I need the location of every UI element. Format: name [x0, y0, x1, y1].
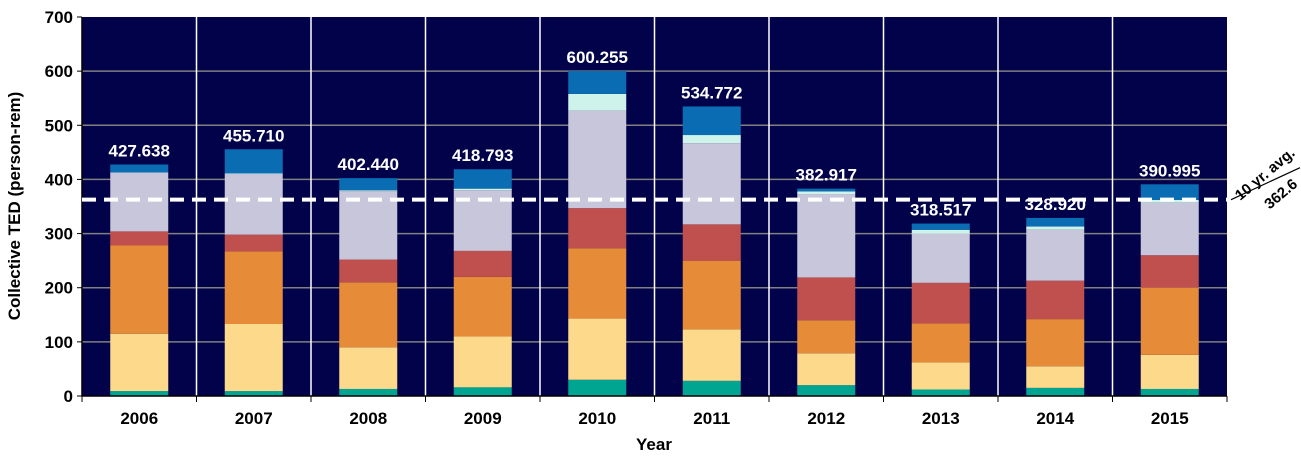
- bar-segment: [1026, 226, 1085, 230]
- y-tick-label: 300: [45, 225, 73, 244]
- bar-segment: [224, 323, 283, 392]
- bar-segment: [1140, 287, 1199, 355]
- bar-segment: [568, 70, 627, 94]
- x-tick-label: 2012: [807, 409, 845, 428]
- total-label: 318.517: [910, 201, 971, 220]
- bar-segment: [224, 174, 283, 235]
- bar-segment: [224, 251, 283, 324]
- total-label: 427.638: [109, 141, 170, 160]
- bar-segment: [1140, 388, 1199, 396]
- bar-segment: [339, 347, 398, 389]
- x-tick-label: 2014: [1036, 409, 1074, 428]
- bar-segment: [1026, 387, 1085, 396]
- bar-segment: [682, 380, 741, 396]
- bar-segment: [110, 172, 169, 232]
- total-label: 402.440: [338, 155, 399, 174]
- y-tick-label: 0: [64, 387, 73, 406]
- bar-segment: [453, 188, 512, 191]
- bar-segment: [568, 248, 627, 319]
- bar-segment: [339, 178, 398, 191]
- bar-segment: [568, 379, 627, 396]
- bar-segment: [797, 194, 856, 278]
- total-label: 390.995: [1139, 161, 1200, 180]
- total-label: 418.793: [452, 146, 513, 165]
- y-tick-label: 600: [45, 62, 73, 81]
- bar-segment: [339, 388, 398, 396]
- bar-segment: [797, 385, 856, 396]
- x-tick-label: 2013: [922, 409, 960, 428]
- x-tick-label: 2015: [1151, 409, 1189, 428]
- bar-segment: [911, 323, 970, 363]
- bar-segment: [1026, 229, 1085, 281]
- y-axis-label: Collective TED (person-rem): [5, 92, 24, 321]
- bar-segment: [1026, 280, 1085, 320]
- y-tick-label: 400: [45, 170, 73, 189]
- x-axis-label: Year: [636, 435, 672, 454]
- bar-segment: [453, 276, 512, 337]
- total-label: 382.917: [796, 166, 857, 185]
- bar-segment: [568, 318, 627, 380]
- bar-segment: [1026, 217, 1085, 227]
- y-tick-label: 700: [45, 8, 73, 27]
- bar-segment: [339, 191, 398, 260]
- total-label: 534.772: [681, 83, 742, 102]
- bar-segment: [682, 135, 741, 144]
- bar-segment: [568, 208, 627, 249]
- bar-segment: [797, 191, 856, 195]
- bar-segment: [1026, 319, 1085, 367]
- bar-segment: [911, 282, 970, 324]
- bar-segment: [224, 234, 283, 252]
- bar-segment: [453, 250, 512, 277]
- bar-segment: [911, 389, 970, 396]
- bar-segment: [1140, 354, 1199, 389]
- x-tick-label: 2009: [464, 409, 502, 428]
- bar-segment: [453, 336, 512, 388]
- x-tick-label: 2010: [578, 409, 616, 428]
- bar-segment: [110, 391, 169, 396]
- bar-segment: [110, 164, 169, 173]
- x-tick-label: 2007: [235, 409, 273, 428]
- bar-segment: [797, 188, 856, 192]
- total-label: 455.710: [223, 126, 284, 145]
- bar-segment: [110, 245, 169, 334]
- total-label: 600.255: [567, 48, 628, 67]
- bar-segment: [911, 223, 970, 230]
- bar-segment: [911, 233, 970, 283]
- bar-segment: [1026, 366, 1085, 388]
- bar-segment: [682, 143, 741, 225]
- bar-segment: [797, 320, 856, 354]
- y-tick-label: 100: [45, 333, 73, 352]
- bar-segment: [1140, 202, 1199, 256]
- average-label-divider: [1230, 167, 1301, 201]
- bar-segment: [110, 172, 169, 173]
- bar-segment: [453, 387, 512, 396]
- bar-segment: [797, 277, 856, 321]
- bar-segment: [797, 353, 856, 386]
- bar-segment: [339, 282, 398, 348]
- x-tick-label: 2008: [349, 409, 387, 428]
- y-tick-label: 200: [45, 279, 73, 298]
- bar-segment: [682, 224, 741, 261]
- bar-segment: [339, 259, 398, 283]
- bar-segment: [224, 149, 283, 174]
- bar-segment: [568, 110, 627, 209]
- bar-segment: [339, 190, 398, 192]
- bar-segment: [682, 329, 741, 381]
- x-tick-label: 2006: [120, 409, 158, 428]
- bar-segment: [224, 391, 283, 396]
- bar-segment: [1140, 184, 1199, 201]
- bar-segment: [568, 93, 627, 111]
- bar-segment: [911, 229, 970, 234]
- bar-segment: [682, 260, 741, 330]
- y-tick-label: 500: [45, 116, 73, 135]
- bar-segment: [110, 333, 169, 392]
- bar-segment: [1140, 255, 1199, 288]
- bar-segment: [682, 106, 741, 136]
- bar-segment: [453, 169, 512, 189]
- bar-segment: [110, 231, 169, 246]
- x-tick-label: 2011: [693, 409, 730, 428]
- bar-segment: [911, 362, 970, 390]
- bar-segment: [224, 173, 283, 175]
